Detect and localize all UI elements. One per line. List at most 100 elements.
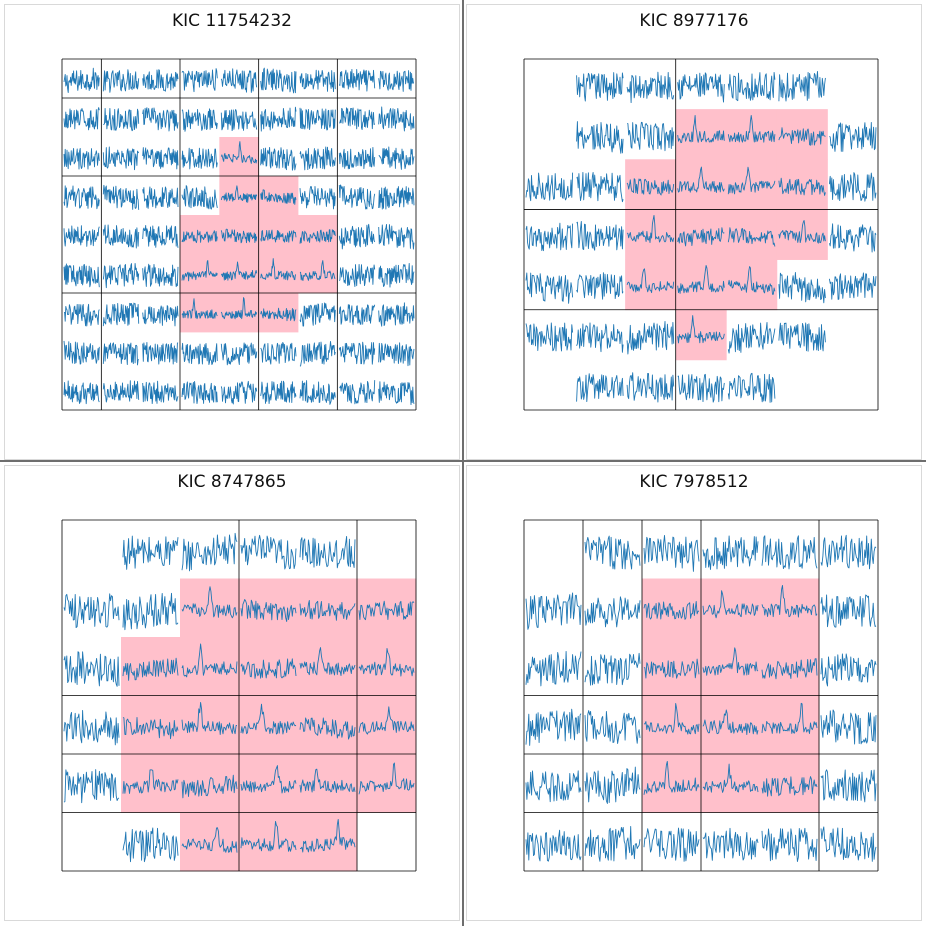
panel-kic-7978512: KIC 7978512 (466, 465, 922, 921)
light-curve (820, 769, 877, 803)
mask-pixel (760, 754, 820, 813)
light-curve (220, 109, 258, 132)
light-curve-in-aperture (299, 260, 336, 281)
light-curve (525, 222, 574, 252)
light-curve-in-aperture (358, 762, 415, 795)
light-curve (761, 535, 818, 570)
mask-pixel (642, 695, 702, 755)
light-curve (378, 224, 415, 250)
light-curve (63, 593, 120, 629)
light-curve (122, 535, 179, 570)
light-curve (142, 305, 179, 327)
light-curve (102, 262, 140, 289)
light-curve (339, 380, 376, 405)
light-curves (63, 532, 415, 863)
light-curve (576, 171, 624, 203)
light-curve-in-aperture (240, 703, 297, 735)
light-curve (338, 184, 376, 210)
light-curve (584, 596, 641, 628)
mask-pixel (298, 695, 358, 755)
light-curve (63, 710, 120, 746)
light-curve (142, 107, 179, 132)
mask-pixel (760, 578, 820, 638)
light-curve (299, 185, 336, 210)
light-curve (702, 827, 759, 861)
light-curve (181, 342, 218, 366)
light-curve (63, 303, 100, 327)
light-curve (299, 535, 356, 569)
light-curve (260, 146, 297, 171)
light-curve (122, 592, 179, 631)
light-curve-in-aperture (181, 701, 238, 735)
mask-pixel (239, 754, 299, 813)
panel-kic-8747865: KIC 8747865 (4, 465, 460, 921)
light-curve (828, 172, 877, 202)
light-curve (525, 770, 582, 803)
mask-pixel (180, 293, 220, 333)
pixel-grid-chart (523, 519, 879, 872)
panel-kic-11754232: KIC 11754232 (4, 4, 460, 460)
light-curve-in-aperture (727, 227, 776, 247)
light-curve (576, 72, 624, 102)
light-curve-in-aperture (122, 769, 179, 794)
light-curve (102, 224, 140, 249)
mask-pixel (298, 578, 358, 638)
light-curve (584, 710, 641, 744)
light-curve (220, 342, 258, 366)
light-curve (260, 67, 297, 94)
light-curve-in-aperture (643, 658, 700, 679)
light-curve (63, 107, 100, 131)
panel-title: KIC 8747865 (177, 472, 287, 492)
light-curve-in-aperture (220, 185, 258, 203)
light-curve (828, 223, 877, 253)
light-curve (820, 534, 877, 570)
light-curve (63, 340, 100, 365)
light-curve (677, 373, 725, 403)
light-curve (299, 107, 336, 131)
light-curve (702, 535, 759, 570)
light-curve (778, 272, 826, 304)
light-curve (299, 146, 336, 171)
light-curve (584, 535, 641, 570)
light-curve (142, 380, 179, 405)
light-curve (727, 372, 776, 403)
light-curve (102, 302, 140, 327)
mask-pixel (121, 754, 181, 813)
mask-pixel (675, 259, 727, 311)
light-curve-in-aperture (220, 297, 258, 320)
light-curve (626, 71, 675, 104)
light-curve (181, 68, 218, 93)
light-curve (338, 68, 376, 92)
light-curve-in-aperture (240, 599, 297, 622)
light-curve (102, 184, 140, 210)
light-curve-in-aperture (181, 298, 218, 320)
panel-title: KIC 11754232 (172, 11, 292, 31)
light-curve (820, 709, 877, 745)
light-curve-in-aperture (181, 643, 238, 678)
light-curve (103, 108, 140, 132)
light-curve (181, 185, 218, 210)
light-curve-in-aperture (626, 214, 675, 244)
light-curve-in-aperture (299, 229, 336, 244)
light-curve-in-aperture (626, 178, 675, 196)
light-curve-in-aperture (220, 228, 258, 244)
light-curve (122, 827, 179, 863)
light-curve-in-aperture (677, 265, 725, 294)
light-curve (643, 534, 700, 572)
light-curve-in-aperture (702, 590, 759, 619)
light-curve (525, 272, 574, 304)
light-curve (584, 826, 641, 862)
light-curve-in-aperture (702, 763, 759, 793)
light-curve (378, 186, 415, 210)
light-curve (181, 532, 238, 572)
light-curve-in-aperture (677, 166, 725, 193)
light-curve (576, 373, 624, 403)
light-curve (525, 172, 574, 202)
light-curve-in-aperture (260, 189, 297, 205)
light-curve (727, 71, 776, 102)
light-curve (63, 185, 100, 210)
light-curve (63, 380, 100, 405)
light-curve (63, 769, 120, 804)
light-curve (378, 302, 415, 327)
light-curve-in-aperture (240, 765, 297, 794)
